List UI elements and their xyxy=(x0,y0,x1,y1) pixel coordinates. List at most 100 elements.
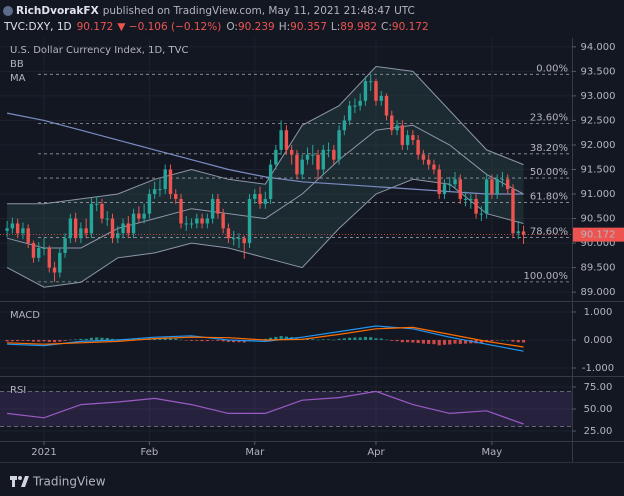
change: ▼ −0.106 (−0.12%) xyxy=(117,21,221,33)
candle-body xyxy=(216,198,220,214)
pane-title: RSI xyxy=(10,385,26,396)
macd-histogram-bar xyxy=(105,338,109,340)
fib-label: 78.60% xyxy=(530,226,568,237)
footer-logo: TradingView xyxy=(10,475,106,489)
macd-histogram-bar xyxy=(437,339,441,346)
candle-body xyxy=(311,154,315,156)
candle-body xyxy=(195,218,199,224)
candle-body xyxy=(89,203,94,234)
bb-lower xyxy=(6,178,524,288)
y-tick-label: 0.000 xyxy=(584,335,613,346)
legend-label: MA xyxy=(10,73,26,84)
macd-histogram-bar xyxy=(485,339,489,342)
candle-body xyxy=(116,233,120,239)
macd-histogram-bar xyxy=(348,337,352,340)
candle-body xyxy=(232,238,236,240)
pane-title: MACD xyxy=(10,310,40,321)
symbol-line: TVC:DXY, 1D 90.172 ▼ −0.106 (−0.12%) O:90.2… xyxy=(3,21,429,33)
x-tick-label: Feb xyxy=(141,447,159,458)
candle-body xyxy=(358,100,362,106)
macd-histogram-bar xyxy=(516,339,520,343)
macd-histogram-bar xyxy=(384,339,389,341)
y-tick-label: 1.000 xyxy=(584,307,613,318)
macd-histogram-bar xyxy=(395,339,399,342)
y-tick-label: 91.000 xyxy=(581,189,616,200)
y-tick-label: 89.000 xyxy=(581,287,616,298)
candle-body xyxy=(316,154,320,170)
candle-body xyxy=(68,218,73,239)
macd-histogram-bar xyxy=(42,339,46,342)
candle-body xyxy=(42,247,46,249)
candle-body xyxy=(158,189,162,191)
macd-histogram-bar xyxy=(353,337,357,340)
candle-body xyxy=(484,179,489,214)
candle-body xyxy=(200,218,204,224)
header-line: RichDvorakFX published on TradingView.com… xyxy=(16,5,415,17)
macd-histogram-bar xyxy=(321,339,325,340)
macd-histogram-bar xyxy=(511,339,515,342)
candle-body xyxy=(490,179,494,195)
candle-body xyxy=(379,95,383,101)
macd-histogram-bar xyxy=(416,339,420,344)
candle-body xyxy=(131,213,136,234)
macd-histogram-bar xyxy=(47,339,51,342)
macd-histogram-bar xyxy=(268,337,273,340)
candle-body xyxy=(263,198,268,204)
macd-histogram-bar xyxy=(31,339,36,342)
ohlc-key: C: xyxy=(381,21,392,33)
logo-text: TradingView xyxy=(32,475,106,489)
candle-body xyxy=(237,238,241,240)
macd-histogram-bar xyxy=(110,338,115,340)
macd-histogram-bar xyxy=(68,339,72,341)
macd-histogram-bar xyxy=(63,339,67,341)
candle-body xyxy=(321,149,325,170)
candle-body xyxy=(469,198,473,200)
logo-shape xyxy=(21,476,29,487)
candle-body xyxy=(147,194,152,214)
fib-label: 38.20% xyxy=(530,143,568,154)
candle-body xyxy=(495,179,499,195)
candle-body xyxy=(58,252,62,273)
y-tick-label: 25.00 xyxy=(584,426,613,437)
candle-body xyxy=(79,228,83,239)
macd-histogram-bar xyxy=(490,339,494,342)
candle-body xyxy=(163,169,167,190)
candle-body xyxy=(84,228,88,234)
bb-basis xyxy=(6,124,524,249)
macd-histogram-bar xyxy=(211,339,215,341)
macd-histogram-bar xyxy=(284,336,288,340)
candle-body xyxy=(210,198,215,219)
candle-body xyxy=(94,203,99,205)
ohlc-value: 90.239 xyxy=(238,21,275,33)
candle-body xyxy=(31,243,36,258)
candle-body xyxy=(174,194,178,199)
candle-body xyxy=(353,105,357,107)
candle-body xyxy=(384,95,389,116)
y-tick-label: 93.000 xyxy=(581,91,616,102)
candle-body xyxy=(474,198,478,214)
macd-histogram-bar xyxy=(253,339,257,341)
macd-histogram-bar xyxy=(432,339,436,345)
macd-histogram-bar xyxy=(232,339,236,343)
macd-histogram-bar xyxy=(174,338,178,340)
fib-label: 23.60% xyxy=(530,112,568,123)
candle-body xyxy=(416,140,420,155)
rsi-band xyxy=(0,391,572,427)
y-tick-label: 75.00 xyxy=(584,382,613,393)
x-tick-label: Apr xyxy=(367,447,385,458)
candle-body xyxy=(442,184,447,195)
published: published on TradingView.com, May 11, 20… xyxy=(103,5,415,17)
candle-body xyxy=(15,223,20,234)
macd-histogram-bar xyxy=(500,339,505,341)
macd-histogram-bar xyxy=(58,339,62,342)
candle-body xyxy=(453,179,457,185)
candle-body xyxy=(26,228,30,244)
fib-label: 0.00% xyxy=(536,63,568,74)
y-tick-label: 90.500 xyxy=(581,214,616,225)
ohlc-value: 90.357 xyxy=(290,21,327,33)
candle-body xyxy=(300,159,304,175)
y-tick-label: 89.500 xyxy=(581,263,616,274)
ohlc-value: 90.172 xyxy=(392,21,429,33)
